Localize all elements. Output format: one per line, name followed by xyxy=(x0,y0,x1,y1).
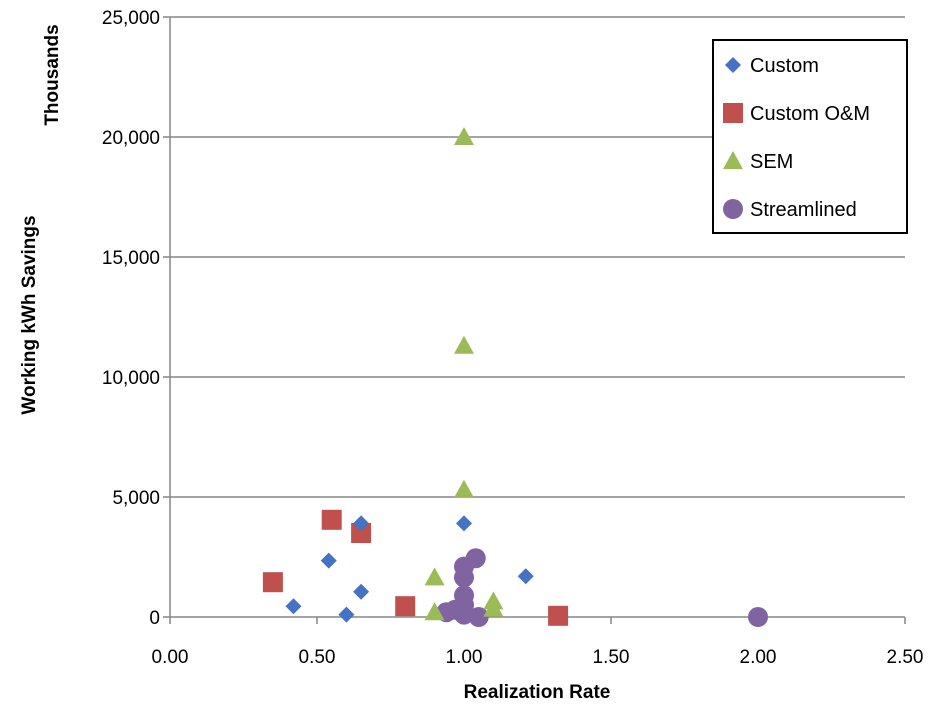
y-axis-unit-label: Thousands xyxy=(42,24,63,125)
legend-marker-square xyxy=(723,103,743,123)
data-point-circle xyxy=(468,607,489,627)
y-tick-label: 15,000 xyxy=(102,248,160,269)
y-tick-label: 0 xyxy=(149,608,160,629)
data-point-triangle xyxy=(424,602,445,621)
legend-marker-circle xyxy=(723,199,743,219)
y-axis-title: Working kWh Savings xyxy=(19,215,40,414)
legend-marker-triangle xyxy=(723,151,743,169)
y-tick-label: 20,000 xyxy=(102,128,160,149)
legend: Custom Custom O&M SEM Streamlined xyxy=(712,39,908,234)
legend-label: Custom O&M xyxy=(750,103,870,125)
data-point-diamond xyxy=(353,583,370,600)
legend-marker-diamond xyxy=(725,57,741,73)
y-axis-tick-labels: 0 5,000 10,000 15,000 20,000 25,000 xyxy=(102,8,160,629)
data-point-diamond xyxy=(320,552,337,569)
data-point-circle xyxy=(454,604,474,625)
data-point-square xyxy=(351,523,372,543)
data-point-square xyxy=(321,509,342,530)
data-point-triangle xyxy=(483,598,504,617)
x-tick-label: 1.00 xyxy=(446,647,483,668)
y-tick-label: 5,000 xyxy=(112,488,160,509)
legend-label: Custom xyxy=(750,55,819,77)
x-axis-tick-labels: 0.00 0.50 1.00 1.50 2.00 2.50 xyxy=(152,647,924,668)
x-tick-label: 0.00 xyxy=(152,647,189,668)
data-point-triangle xyxy=(454,479,474,498)
y-tick-label: 10,000 xyxy=(102,368,160,389)
x-tick-label: 2.50 xyxy=(887,647,924,668)
data-point-diamond xyxy=(285,598,302,615)
data-point-square xyxy=(395,596,416,617)
data-point-circle xyxy=(454,567,474,588)
data-point-diamond xyxy=(456,515,472,532)
data-point-triangle xyxy=(424,567,445,586)
legend-label: SEM xyxy=(750,151,793,173)
data-point-triangle xyxy=(454,335,474,354)
data-point-square xyxy=(548,605,569,626)
data-points xyxy=(262,127,768,627)
data-point-diamond xyxy=(353,515,370,532)
x-tick-label: 0.50 xyxy=(299,647,336,668)
x-tick-label: 1.50 xyxy=(593,647,630,668)
y-tick-label: 25,000 xyxy=(102,8,160,29)
data-point-circle xyxy=(465,548,486,569)
legend-label: Streamlined xyxy=(750,199,857,221)
data-point-triangle xyxy=(454,127,474,145)
data-point-diamond xyxy=(338,606,355,623)
data-point-circle xyxy=(748,607,768,627)
data-point-diamond xyxy=(517,568,534,585)
x-axis-title: Realization Rate xyxy=(464,682,611,703)
data-point-square xyxy=(262,572,283,593)
x-tick-label: 2.00 xyxy=(740,647,777,668)
legend-box xyxy=(712,39,908,234)
